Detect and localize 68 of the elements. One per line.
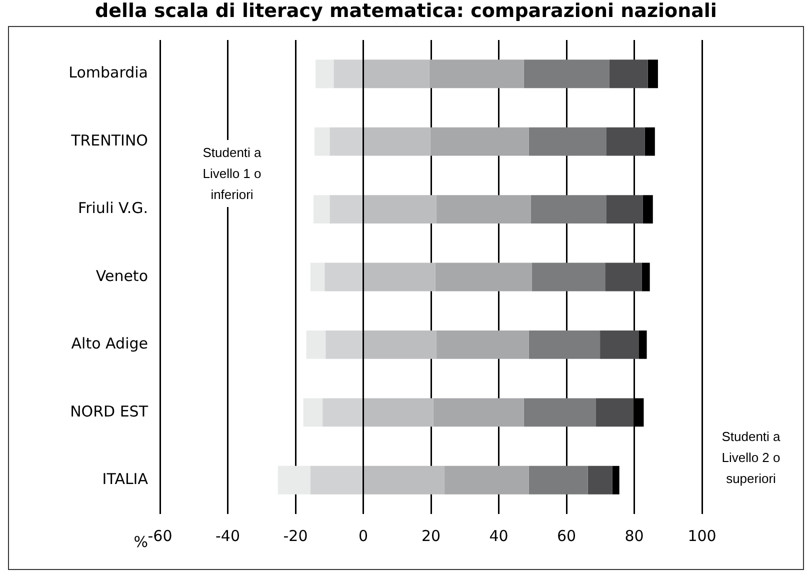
x-tick-label: 0 (358, 526, 368, 545)
y-tick-label: Veneto (96, 266, 148, 285)
bar (644, 127, 655, 156)
x-tick-label: -60 (148, 526, 172, 545)
bar (528, 127, 606, 156)
y-tick-label: Friuli V.G. (78, 199, 148, 218)
y-tick-label: Lombardia (68, 64, 148, 82)
bar (530, 195, 606, 224)
bar (310, 466, 362, 494)
x-tick-label: 20 (421, 526, 441, 545)
bar (433, 398, 524, 427)
bar (528, 330, 600, 359)
x-tick-label: 100 (688, 526, 716, 545)
bar (435, 262, 532, 292)
y-tick-label: ITALIA (102, 470, 149, 488)
bar (364, 330, 436, 359)
bar (314, 127, 330, 156)
bar (430, 127, 529, 156)
bar (330, 127, 362, 156)
bar (612, 466, 620, 494)
bar (436, 330, 529, 359)
bar (364, 195, 436, 224)
bar (306, 330, 326, 359)
bar (532, 262, 606, 292)
x-tick-label: -40 (216, 526, 240, 545)
bar (600, 330, 639, 359)
bar (642, 195, 653, 224)
chart-title: della scala di literacy matematica: comparazioni nazionali (94, 0, 718, 22)
bar (364, 466, 445, 494)
bar (528, 466, 588, 494)
bar (429, 60, 524, 88)
bar (606, 127, 645, 156)
bar (303, 398, 323, 427)
text: Studenti a Livello 2 o superiori (720, 428, 782, 488)
bar (596, 398, 634, 427)
bar (364, 60, 430, 88)
bar (364, 398, 434, 427)
bar (606, 195, 643, 224)
x-tick-label: 80 (624, 526, 644, 545)
x-tick-label: 40 (489, 526, 508, 545)
bar (330, 195, 362, 224)
bar (648, 60, 658, 88)
x-tick-label: -20 (283, 526, 308, 545)
bar (524, 60, 610, 88)
y-tick-label: TRENTINO (70, 131, 148, 150)
bar (364, 127, 430, 156)
bar (324, 262, 362, 292)
bar (524, 398, 596, 427)
bar (588, 466, 612, 494)
bar (278, 466, 310, 494)
bar (605, 262, 642, 292)
bar (315, 60, 334, 88)
y-tick-label: NORD EST (70, 402, 149, 420)
bar (642, 262, 650, 292)
x-tick-label: 60 (556, 526, 576, 545)
bar (436, 195, 531, 224)
bar (326, 330, 362, 359)
bar (334, 60, 362, 88)
bar (364, 262, 436, 292)
x-axis-title: % (134, 532, 148, 551)
bar (313, 195, 330, 224)
bar (638, 330, 647, 359)
bar (609, 60, 648, 88)
bar (310, 262, 325, 292)
y-tick-label: Alto Adige (71, 334, 148, 353)
bar (444, 466, 529, 494)
annotation: Studenti a Livello 1 o inferiori (196, 140, 268, 207)
bar (322, 398, 362, 427)
